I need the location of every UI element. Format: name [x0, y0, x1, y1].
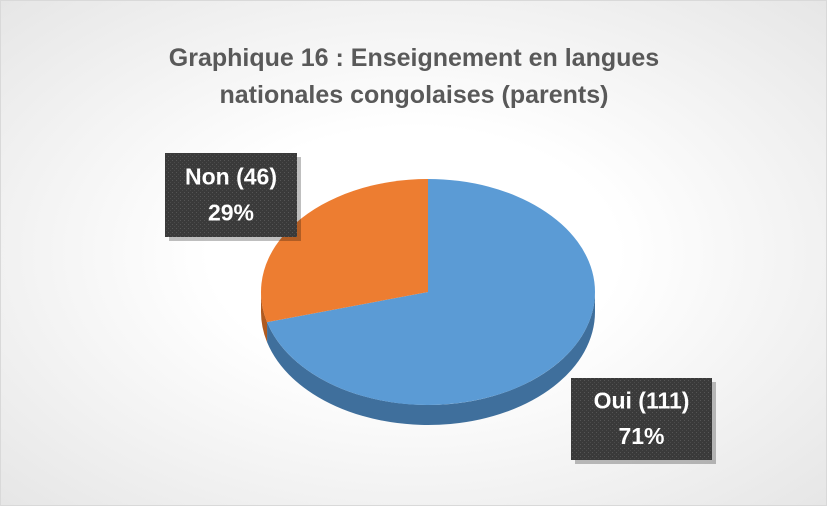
label-box — [165, 153, 297, 237]
data-label: Non (46) — [185, 163, 277, 189]
pie-side — [261, 292, 268, 343]
chart-title: Graphique 16 : Enseignement en langues n… — [168, 44, 660, 109]
pie-side — [267, 292, 595, 426]
percent-label: 71% — [618, 423, 664, 449]
pie-slice — [267, 179, 595, 405]
percent-label: 29% — [208, 199, 254, 225]
label-box — [571, 378, 712, 460]
data-label: Oui (111) — [594, 388, 690, 414]
pie-slice — [261, 179, 428, 323]
